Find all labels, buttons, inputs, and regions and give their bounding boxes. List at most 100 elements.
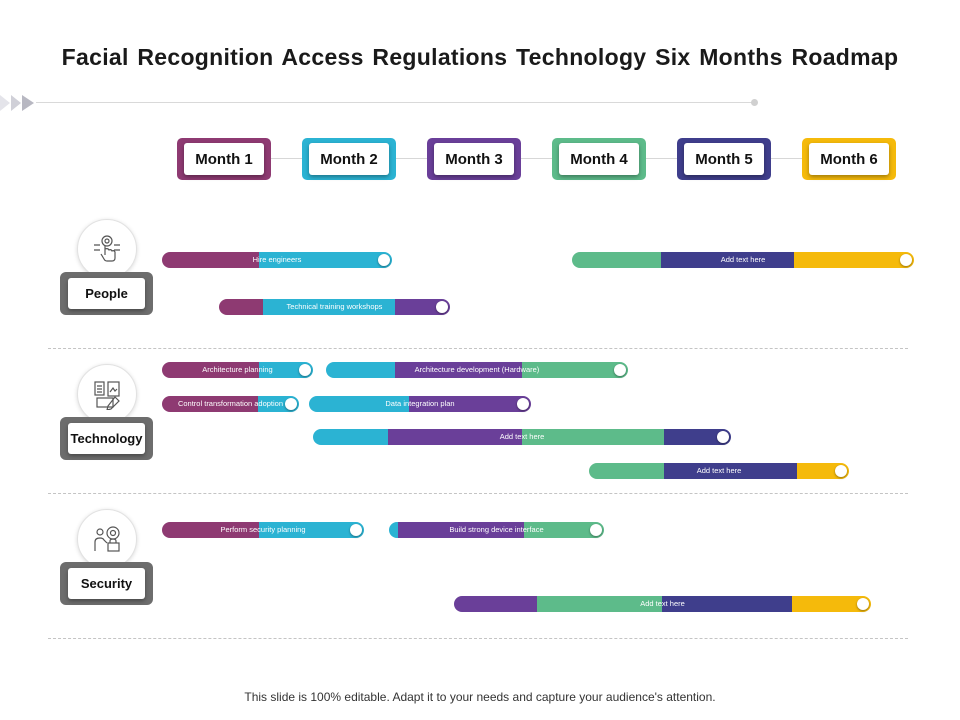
bar-handle[interactable] [299, 364, 311, 376]
documents-icon [94, 381, 120, 410]
task-bar-technology-add-text-1[interactable]: Add text here [313, 429, 731, 445]
bar-handle[interactable] [517, 398, 529, 410]
bar-segment [794, 252, 914, 268]
bar-segment [258, 522, 364, 538]
security-category: Security [60, 562, 153, 605]
task-bar-hire-engineers[interactable]: Hire engineers [162, 252, 392, 268]
bar-handle[interactable] [285, 398, 297, 410]
bar-handle[interactable] [436, 301, 448, 313]
bar-segment [660, 252, 795, 268]
month-4-label: Month 4 [559, 143, 639, 175]
task-bar-device-interface[interactable]: Build strong device interface [389, 522, 604, 538]
month-2-header: Month 2 [302, 138, 396, 180]
task-bar-fill [326, 362, 628, 378]
divider-3 [48, 638, 908, 639]
people-category: People [60, 272, 153, 315]
task-bar-fill [454, 596, 871, 612]
bar-segment [326, 362, 396, 378]
bar-segment [522, 362, 628, 378]
bar-segment [454, 596, 538, 612]
security-category-label: Security [68, 568, 145, 599]
title-underline-dot [751, 99, 758, 106]
hand-touch-icon [94, 235, 120, 262]
bar-segment [397, 522, 525, 538]
month-1-header: Month 1 [177, 138, 271, 180]
bar-handle[interactable] [350, 524, 362, 536]
task-label: Add text here [696, 466, 742, 475]
person-gear-icon [94, 526, 120, 552]
task-label: Add text here [720, 255, 766, 264]
month-connector-line [212, 158, 862, 159]
footer-note: This slide is 100% editable. Adapt it to… [244, 690, 716, 704]
bar-handle[interactable] [717, 431, 729, 443]
task-bar-people-add-text[interactable]: Add text here [572, 252, 914, 268]
task-bar-fill [162, 252, 392, 268]
task-bar-architecture-development[interactable]: Architecture development (Hardware) [326, 362, 628, 378]
bar-segment [162, 252, 259, 268]
bar-segment [524, 522, 604, 538]
bar-segment [395, 362, 523, 378]
bar-handle[interactable] [378, 254, 390, 266]
bar-segment [662, 596, 792, 612]
bar-handle[interactable] [835, 465, 847, 477]
bar-segment [537, 596, 663, 612]
bar-segment [589, 463, 665, 479]
bar-segment [258, 252, 392, 268]
title-underline [36, 102, 754, 103]
task-bar-technology-add-text-2[interactable]: Add text here [589, 463, 849, 479]
bar-segment [572, 252, 661, 268]
bar-segment [521, 429, 665, 445]
page-title: Facial Recognition Access Regulations Te… [61, 44, 899, 70]
bar-segment [389, 522, 398, 538]
bar-segment [388, 429, 522, 445]
bar-segment [309, 396, 409, 412]
month-6-header: Month 6 [802, 138, 896, 180]
bar-segment [791, 596, 871, 612]
task-bar-security-add-text[interactable]: Add text here [454, 596, 871, 612]
people-category-label: People [68, 278, 145, 309]
bar-segment [664, 429, 731, 445]
task-label: Technical training workshops [286, 302, 383, 311]
bar-handle[interactable] [857, 598, 869, 610]
bar-handle[interactable] [614, 364, 626, 376]
technology-category-label: Technology [68, 423, 145, 454]
task-bar-technical-training[interactable]: Technical training workshops [219, 299, 450, 315]
bar-segment [313, 429, 389, 445]
bar-segment [219, 299, 263, 315]
bar-segment [162, 362, 259, 378]
bar-segment [664, 463, 797, 479]
month-3-label: Month 3 [434, 143, 514, 175]
bar-handle[interactable] [590, 524, 602, 536]
bar-handle[interactable] [900, 254, 912, 266]
task-bar-architecture-planning[interactable]: Architecture planning [162, 362, 313, 378]
month-3-header: Month 3 [427, 138, 521, 180]
task-bar-fill [389, 522, 604, 538]
task-label: Data integration plan [385, 399, 455, 408]
security-icon-circle [77, 509, 137, 569]
task-label: Perform security planning [220, 525, 306, 534]
technology-category: Technology [60, 417, 153, 460]
task-label: Build strong device interface [449, 525, 544, 534]
task-label: Add text here [499, 432, 545, 441]
bar-segment [262, 299, 395, 315]
task-label: Architecture planning [202, 365, 273, 374]
task-label: Add text here [640, 599, 685, 608]
bar-segment [162, 396, 258, 412]
month-1-label: Month 1 [184, 143, 264, 175]
month-5-header: Month 5 [677, 138, 771, 180]
task-bar-fill [219, 299, 450, 315]
task-bar-security-planning[interactable]: Perform security planning [162, 522, 364, 538]
task-bar-fill [313, 429, 731, 445]
month-4-header: Month 4 [552, 138, 646, 180]
task-bar-fill [162, 522, 364, 538]
task-bar-data-integration[interactable]: Data integration plan [309, 396, 531, 412]
task-bar-fill [309, 396, 531, 412]
month-6-label: Month 6 [809, 143, 889, 175]
people-icon-circle [77, 219, 137, 279]
month-5-label: Month 5 [684, 143, 764, 175]
task-bar-control-transformation[interactable]: Control transformation adoption [162, 396, 299, 412]
task-label: Hire engineers [252, 255, 302, 264]
task-label: Control transformation adoption [177, 399, 284, 408]
task-label: Architecture development (Hardware) [414, 365, 540, 374]
divider-2 [48, 493, 908, 494]
